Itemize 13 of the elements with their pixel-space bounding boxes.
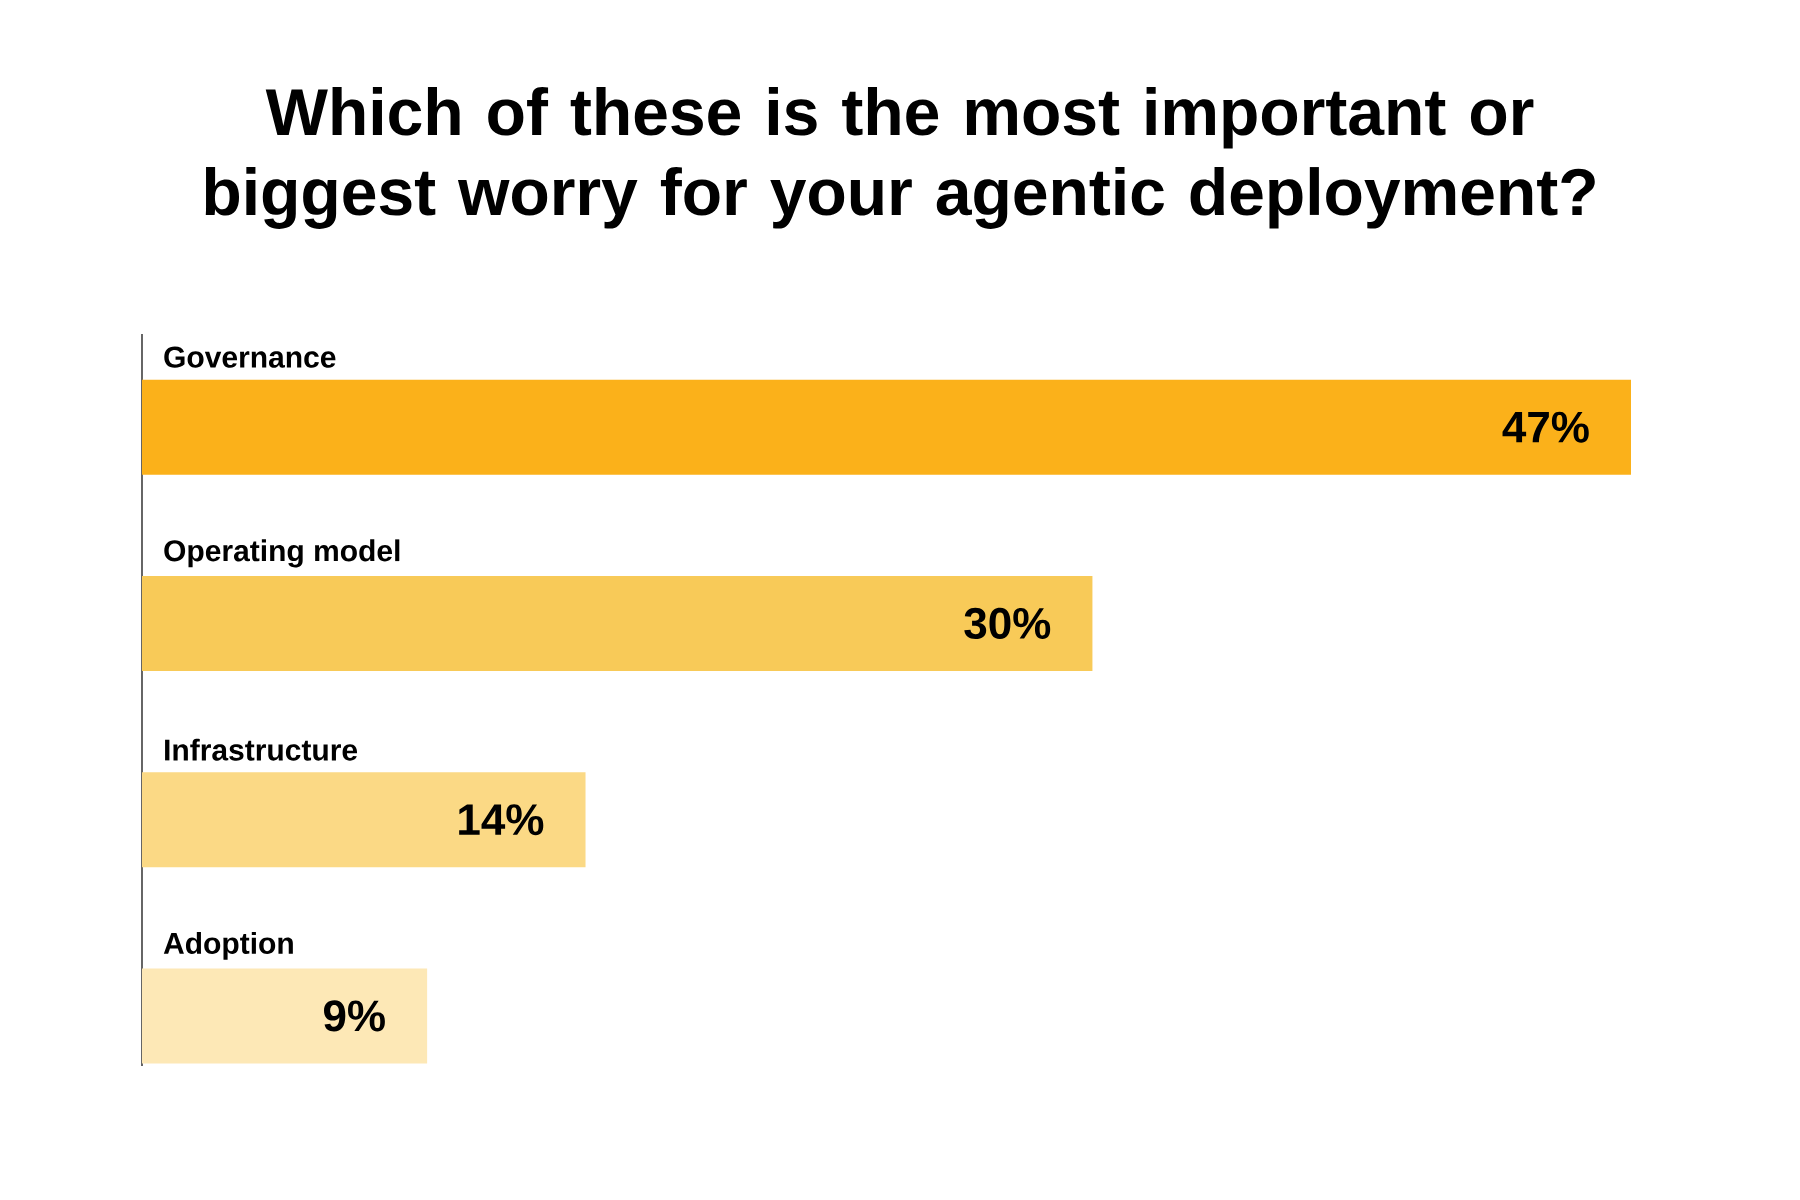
y-tick-label: Governance <box>164 346 336 368</box>
data-label: 30% <box>964 607 1051 640</box>
chart-title: Which of these is the most important or biggest worry for your agentic deployment? <box>205 87 1595 229</box>
bar <box>142 968 428 1064</box>
y-tick-label: Adoption <box>163 931 293 960</box>
bar <box>142 379 1631 475</box>
data-label: 9% <box>324 1000 385 1032</box>
y-tick-label: Infrastructure <box>165 738 358 761</box>
y-tick-label: Operating model <box>164 539 400 568</box>
bar <box>142 575 1093 671</box>
data-label: 14% <box>459 804 544 836</box>
data-label: 47% <box>1502 411 1589 443</box>
bar <box>142 772 586 868</box>
